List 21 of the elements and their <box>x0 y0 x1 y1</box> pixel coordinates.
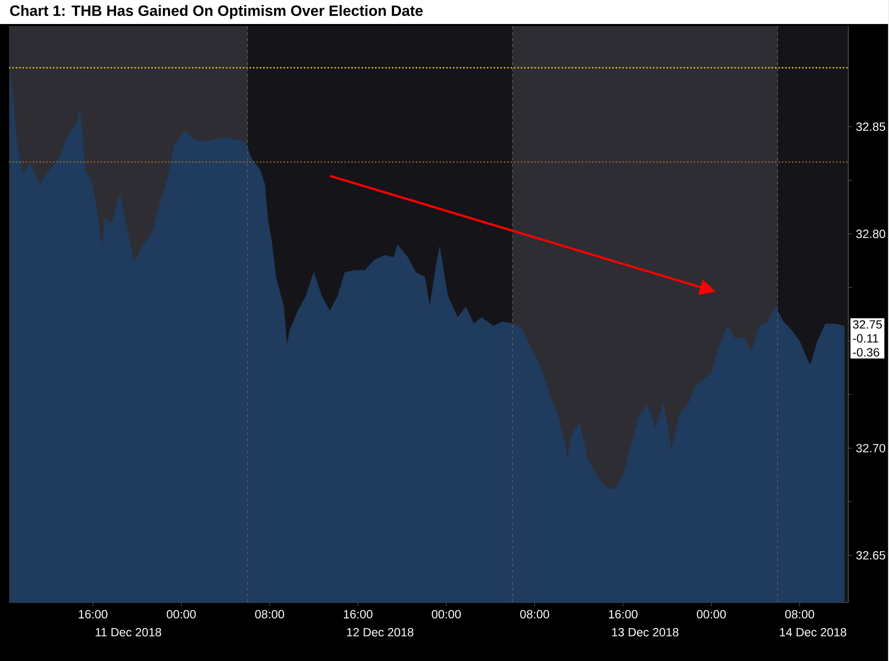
x-tick-label: 00:00 <box>432 610 461 618</box>
x2-tick-label: 11 Dec 2018 <box>96 628 162 636</box>
y-tick-label: 32.85 <box>856 122 886 131</box>
text: -0.11 <box>853 334 878 342</box>
x2-tick-label: 12 Dec 2018 <box>347 628 414 636</box>
text: -0.36 <box>853 348 880 356</box>
y-tick-label: 32.70 <box>856 444 886 452</box>
x2-tick-label: 14 Dec 2018 <box>780 628 846 636</box>
x-tick-label: 16:00 <box>344 610 372 618</box>
x2-tick-label: 13 Dec 2018 <box>612 628 678 636</box>
x-tick-label: 08:00 <box>255 610 284 618</box>
x-tick-label: 16:00 <box>78 610 108 618</box>
x-tick-label: 08:00 <box>520 610 550 618</box>
x-tick-label: 16:00 <box>608 610 638 618</box>
x-tick-label: 08:00 <box>785 610 814 618</box>
y-tick-label: 32.80 <box>856 229 886 238</box>
chart-title: Chart 1: THB Has Gained On Optimism Over Election Date <box>10 4 423 19</box>
x-tick-label: 00:00 <box>696 610 726 618</box>
y-tick-label: 32.65 <box>856 550 886 560</box>
text: 32.75 <box>852 320 882 328</box>
x-tick-label: 00:00 <box>166 610 196 618</box>
